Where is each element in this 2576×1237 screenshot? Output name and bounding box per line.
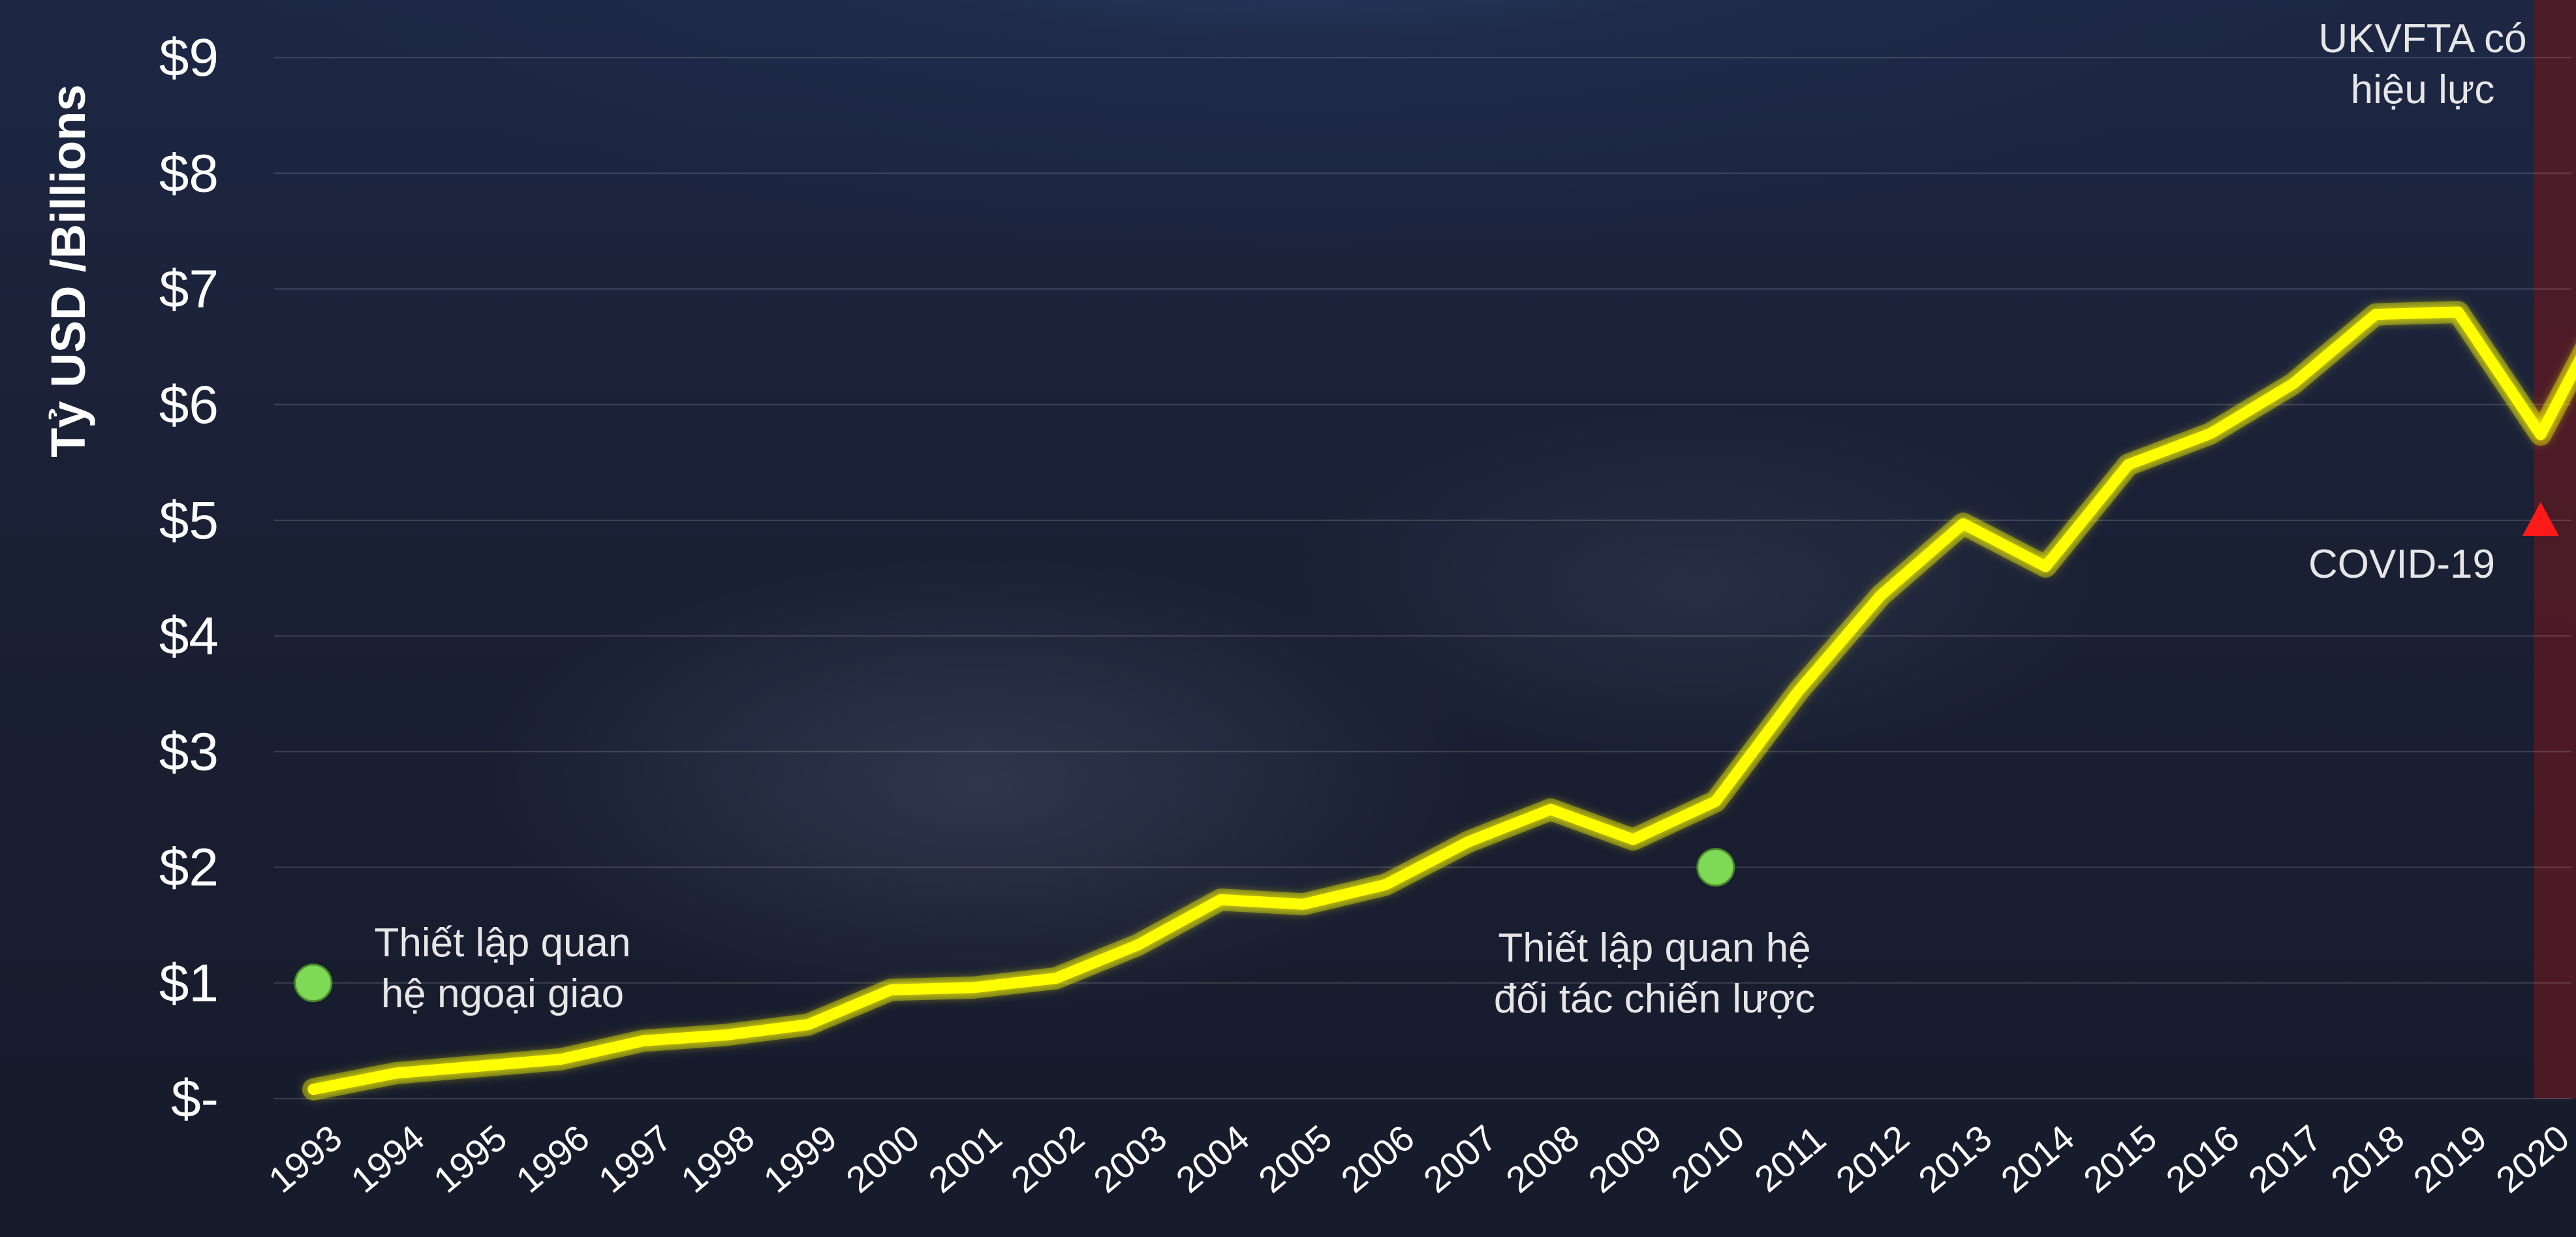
- series-line-halo: [302, 301, 2576, 1101]
- data-point: [476, 1063, 481, 1069]
- x-tick-label: 2020: [2488, 1117, 2576, 1200]
- y-tick-label: $7: [159, 260, 219, 319]
- data-point: [1136, 942, 1141, 947]
- x-tick-label: 2011: [1746, 1118, 1833, 1200]
- data-point: [1053, 976, 1059, 981]
- x-tick-label: 2001: [921, 1117, 1010, 1200]
- x-tick-label: 2021: [2571, 1117, 2576, 1200]
- y-tick-label: $2: [159, 838, 219, 898]
- data-point: [1795, 689, 1801, 694]
- milestone-diplomatic-label: hệ ngoại giao: [381, 971, 624, 1016]
- data-point: [2538, 432, 2543, 437]
- data-point: [2043, 564, 2048, 569]
- milestone-strategic-label: đối tác chiến lược: [1494, 977, 1815, 1022]
- data-point: [888, 987, 893, 992]
- y-tick-label: $9: [159, 28, 219, 87]
- y-tick-label: $1: [159, 954, 219, 1013]
- data-point: [393, 1071, 398, 1076]
- data-point: [1961, 521, 1966, 526]
- x-tick-label: 1998: [674, 1117, 762, 1200]
- highlight-band: [2534, 0, 2576, 1099]
- data-point: [1301, 901, 1306, 907]
- x-tick-label: 1997: [591, 1117, 679, 1200]
- y-tick-label: $-: [171, 1069, 219, 1129]
- x-tick-label: 2013: [1911, 1117, 2000, 1200]
- x-tick-label: 2006: [1333, 1117, 1422, 1200]
- x-tick-label: 1996: [508, 1117, 597, 1200]
- data-point: [1713, 799, 1718, 804]
- data-point: [2373, 312, 2378, 317]
- x-tick-label: 2000: [838, 1117, 927, 1200]
- x-tick-label: 2007: [1416, 1117, 1504, 1200]
- x-tick-label: 1995: [426, 1117, 514, 1200]
- data-point: [2126, 462, 2131, 467]
- y-tick-label: $8: [159, 144, 219, 203]
- milestone-diplomatic-marker: [294, 963, 333, 1003]
- data-point: [1466, 839, 1471, 845]
- milestone-ukvfta-label: UKVFTA có: [2318, 16, 2526, 61]
- data-point: [558, 1057, 563, 1062]
- data-point: [1548, 807, 1553, 812]
- x-tick-label: 2014: [1993, 1117, 2082, 1200]
- series-line: [307, 306, 2576, 1095]
- milestone-strategic-marker: [1696, 848, 1735, 887]
- y-tick-label: $6: [159, 375, 219, 435]
- x-tick-label: 2010: [1663, 1117, 1752, 1200]
- data-point: [1218, 897, 1223, 902]
- y-tick-label: $4: [159, 606, 219, 666]
- data-point: [723, 1033, 728, 1038]
- x-tick-label: 2019: [2406, 1117, 2494, 1200]
- x-tick-label: 2015: [2075, 1117, 2164, 1200]
- x-tick-label: 1999: [756, 1117, 845, 1200]
- milestone-ukvfta-label: hiệu lực: [2351, 67, 2495, 112]
- x-tick-label: 2002: [1003, 1117, 1092, 1200]
- milestone-diplomatic-label: Thiết lập quan: [375, 920, 631, 965]
- y-tick-label: $3: [159, 722, 219, 781]
- x-tick-label: 2004: [1168, 1117, 1257, 1200]
- data-point: [311, 1087, 316, 1092]
- data-point: [2291, 381, 2296, 386]
- x-tick-label: 2016: [2158, 1117, 2247, 1200]
- data-point: [1878, 593, 1884, 598]
- x-tick-label: 1993: [261, 1117, 350, 1200]
- data-point: [970, 985, 976, 990]
- data-point: [1630, 837, 1636, 842]
- x-tick-label: 2008: [1498, 1117, 1587, 1200]
- data-point: [2208, 431, 2213, 436]
- y-tick-label: $5: [159, 491, 219, 550]
- data-point: [641, 1038, 646, 1043]
- x-tick-label: 2017: [2241, 1117, 2329, 1200]
- milestone-covid-marker: [2522, 502, 2559, 536]
- x-tick-label: 2009: [1581, 1117, 1669, 1200]
- x-tick-label: 2003: [1086, 1117, 1175, 1200]
- y-axis-label: Tỷ USD /Billions: [41, 84, 95, 458]
- milestone-strategic-label: Thiết lập quan hệ: [1498, 926, 1810, 971]
- x-tick-label: 2005: [1250, 1117, 1339, 1200]
- x-tick-label: 2018: [2323, 1117, 2412, 1200]
- x-tick-label: 2012: [1828, 1117, 1917, 1200]
- milestone-covid-label: COVID-19: [2308, 542, 2495, 587]
- data-point: [1383, 882, 1388, 887]
- data-point: [2455, 309, 2460, 315]
- x-tick-label: 1994: [343, 1117, 432, 1200]
- data-point: [805, 1022, 811, 1027]
